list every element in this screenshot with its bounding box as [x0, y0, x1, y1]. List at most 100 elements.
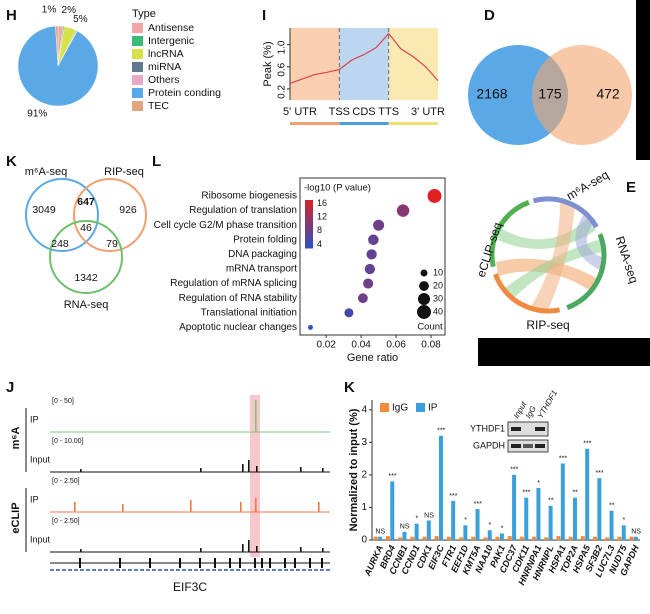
group-label: eCLIP — [10, 502, 22, 533]
significance: *** — [449, 493, 457, 500]
bar — [483, 537, 488, 540]
significance: *** — [474, 501, 482, 508]
bar — [617, 536, 622, 540]
significance: *** — [510, 467, 518, 474]
significance: *** — [583, 441, 591, 448]
y-tick-label: 0 — [361, 535, 367, 546]
region-label: 5' UTR — [283, 106, 317, 118]
track-signal — [255, 498, 257, 512]
bar — [621, 525, 626, 540]
significance: ** — [548, 498, 554, 505]
legend-label: TEC — [148, 100, 169, 112]
significance: *** — [559, 455, 567, 462]
y-tick-label: 1 — [361, 502, 367, 513]
bar — [512, 474, 517, 540]
category-label: Cell cycle G2/M phase transition — [154, 220, 297, 231]
track-signal — [74, 502, 76, 512]
significance: ** — [609, 503, 615, 510]
x-tick-label: 0.02 — [316, 340, 336, 351]
color-step — [305, 236, 313, 241]
legend-label: lncRNA — [148, 48, 184, 60]
track-range: [0 - 50] — [52, 398, 74, 405]
bar — [390, 481, 395, 540]
chord-label: m⁶A-seq — [564, 168, 611, 203]
x-axis-label: Gene ratio — [347, 352, 398, 364]
venn-count: 248 — [51, 238, 69, 250]
dot — [357, 293, 368, 304]
y-axis-label: Peak (%) — [262, 41, 274, 86]
track-signal — [80, 549, 82, 552]
track-signal — [322, 548, 324, 552]
bar — [560, 463, 565, 540]
pie-label: 2% — [62, 5, 77, 16]
pie-slice — [17, 25, 99, 107]
bar — [556, 536, 561, 540]
highlight — [250, 395, 260, 557]
category-label: Regulation of translation — [189, 205, 297, 216]
track-signal — [200, 468, 202, 472]
significance: NS — [424, 512, 434, 519]
inset-row: YTHDF1 — [470, 423, 505, 433]
region-bar — [388, 122, 438, 125]
track-signal — [190, 500, 192, 512]
venn-count: 2168 — [476, 86, 507, 102]
color-step — [305, 224, 313, 229]
category-label: Translational initiation — [201, 307, 297, 318]
dot — [364, 263, 376, 275]
color-step — [305, 240, 313, 245]
bar — [385, 536, 390, 540]
legend-label: IP — [428, 403, 438, 414]
legend-label: Others — [148, 74, 180, 86]
bar — [487, 530, 492, 540]
significance: NS — [631, 529, 641, 536]
panel-letter: L — [152, 153, 161, 170]
venn-count: 79 — [106, 238, 118, 250]
bar — [475, 509, 480, 540]
bar — [544, 537, 549, 540]
track-signal — [255, 400, 257, 432]
region-bar — [339, 122, 389, 125]
track-name: IP — [30, 414, 39, 424]
bar — [507, 536, 512, 540]
venn-circle — [73, 178, 147, 252]
venn-count: 472 — [596, 86, 620, 102]
y-tick-label: 4 — [361, 404, 367, 415]
bar — [373, 536, 378, 540]
legend-title: Type — [132, 8, 156, 20]
track-name: IP — [30, 494, 39, 504]
region — [290, 28, 340, 100]
bar — [633, 536, 638, 540]
panel-letter: J — [6, 379, 14, 396]
significance: * — [489, 522, 492, 529]
x-tick-label: 0.06 — [386, 340, 406, 351]
track-signal — [322, 468, 324, 472]
legend-swatch — [132, 62, 143, 72]
track-name: Input — [30, 454, 51, 464]
track-signal — [300, 547, 302, 552]
venn-set-label: RIP-seq — [104, 166, 144, 178]
venn-circle — [49, 220, 123, 294]
significance: * — [464, 517, 467, 524]
y-tick-label: 0.2 — [277, 84, 288, 98]
track-signal — [248, 460, 250, 472]
bar — [398, 537, 403, 540]
color-tick-label: 16 — [317, 198, 327, 208]
significance: * — [501, 525, 504, 532]
black-box — [478, 338, 650, 366]
gene-model — [50, 558, 330, 571]
category-label: Protein folding — [233, 234, 297, 245]
legend-label: miRNA — [148, 61, 181, 73]
bar — [471, 536, 476, 540]
bar — [458, 537, 463, 540]
pie-label: 5% — [73, 14, 88, 25]
region-label: CDS — [352, 106, 375, 118]
size-legend-dot — [420, 269, 428, 277]
pie-label: 91% — [27, 108, 47, 119]
color-step — [305, 204, 313, 209]
bar — [426, 520, 431, 540]
track-signal — [242, 464, 244, 472]
chord-arc — [532, 196, 599, 229]
x-tick-label: 0.04 — [351, 340, 371, 351]
bar — [402, 531, 407, 540]
y-tick-label: 3 — [361, 437, 367, 448]
